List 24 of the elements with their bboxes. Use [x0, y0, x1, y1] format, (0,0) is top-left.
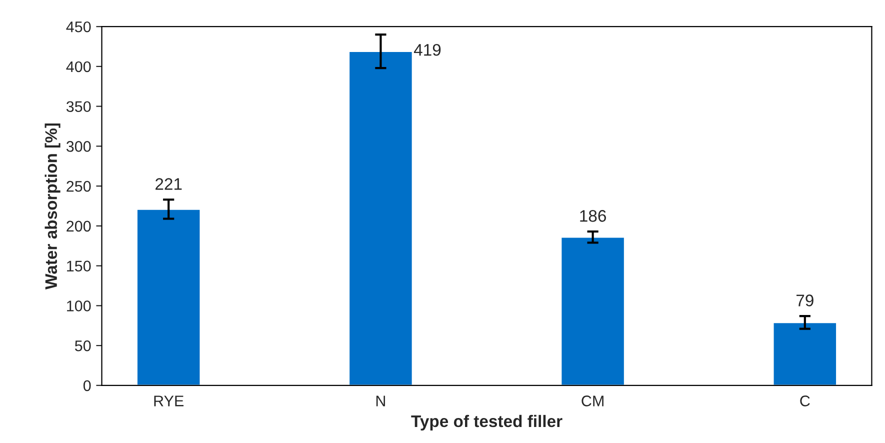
y-tick-label: 400	[66, 61, 91, 72]
bar	[560, 236, 626, 386]
y-tick-label: 300	[66, 141, 91, 152]
y-tick-label: 50	[74, 340, 91, 352]
bar	[772, 322, 838, 386]
x-tick-label: C	[800, 396, 810, 406]
data-label: 221	[156, 178, 182, 190]
x-axis-title: Type of tested filler	[411, 414, 562, 430]
x-tick-label: RYE	[154, 396, 184, 406]
y-axis-title: Water absorption [%]	[44, 123, 60, 290]
bar	[136, 208, 202, 386]
bar	[348, 50, 414, 386]
y-tick-label: 0	[83, 380, 91, 392]
x-tick-label: CM	[582, 396, 604, 406]
y-tick-label: 200	[66, 220, 91, 232]
y-tick-label: 100	[67, 300, 91, 312]
data-label: 79	[796, 294, 814, 306]
y-tick-label: 450	[66, 21, 91, 32]
data-label: 419	[414, 44, 441, 56]
data-label: 186	[580, 210, 606, 222]
y-tick-label: 250	[66, 180, 91, 192]
y-tick-label: 350	[66, 101, 91, 112]
y-tick-label: 150	[67, 260, 91, 272]
x-tick-label: N	[376, 396, 385, 406]
